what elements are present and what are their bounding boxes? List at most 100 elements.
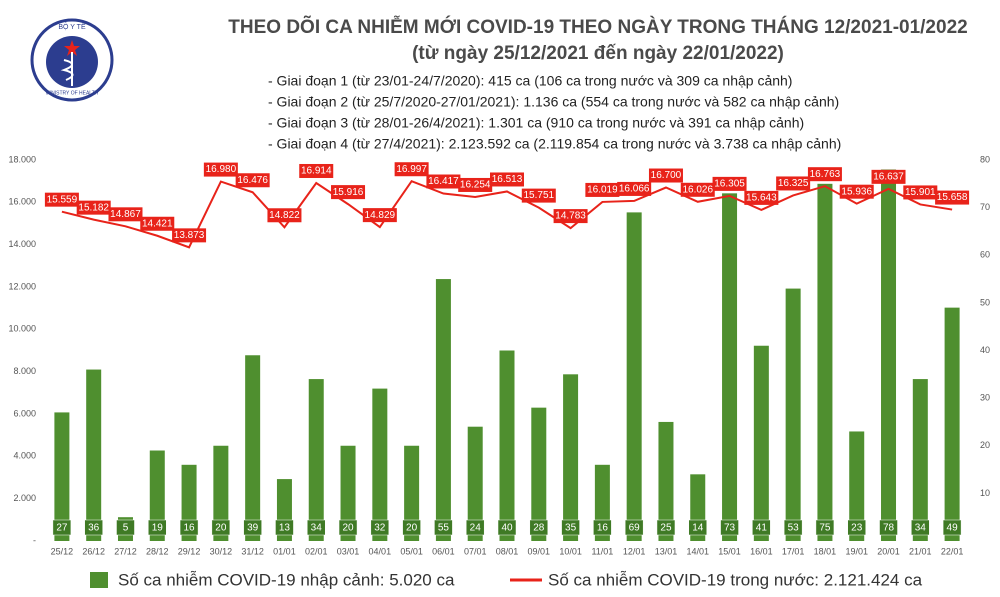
x-tick-label: 31/12 [241, 546, 264, 556]
line-label: 14.822 [269, 210, 300, 221]
note: - Giai đoạn 4 (từ 27/4/2021): 2.123.592 … [268, 136, 841, 152]
x-tick-label: 08/01 [496, 546, 519, 556]
bar [944, 307, 960, 541]
x-tick-label: 05/01 [400, 546, 423, 556]
y2-tick-label: 60 [980, 250, 990, 260]
bar-label: 49 [947, 523, 959, 534]
bar-label-box [211, 519, 231, 536]
bar-label-box [561, 519, 580, 536]
logo-bottom: MINISTRY OF HEALTH [46, 90, 99, 96]
bar-label: 34 [915, 523, 927, 534]
bar-label: 36 [88, 523, 100, 534]
bar [658, 421, 674, 541]
line-label: 15.559 [47, 194, 78, 205]
line-label-box [680, 182, 715, 197]
line-label-box [490, 172, 524, 187]
bar-label: 23 [851, 523, 863, 534]
bar-label: 39 [247, 523, 259, 534]
bar-label: 73 [724, 523, 736, 534]
y-tick-label: 8.000 [13, 366, 36, 376]
bar-label-box [306, 519, 326, 536]
line-label-box [331, 185, 366, 200]
line-label: 15.182 [78, 202, 109, 213]
bar-label-box [847, 519, 866, 536]
bar [308, 379, 324, 541]
bar [404, 445, 420, 541]
bar-label: 35 [565, 523, 577, 534]
chart-subtitle: (từ ngày 25/12/2021 đến ngày 22/01/2022) [412, 43, 784, 64]
x-tick-label: 29/12 [178, 546, 201, 556]
line-label: 15.658 [937, 192, 968, 203]
line-label: 16.305 [714, 179, 745, 190]
line-label: 14.783 [555, 211, 586, 222]
logo-top: BỘ Y TẾ [58, 21, 86, 31]
bar-label-box [879, 519, 898, 536]
y-tick-label: 12.000 [8, 281, 36, 291]
bar-label: 78 [883, 523, 895, 534]
bar-label: 28 [533, 523, 545, 534]
line-label-box [521, 188, 556, 203]
y2-tick-label: 50 [980, 297, 990, 307]
x-tick-label: 16/01 [750, 546, 773, 556]
bar-label-box [783, 519, 803, 536]
y-tick-label: 2.000 [13, 493, 36, 503]
bar-label-box [465, 519, 485, 536]
bar-label: 27 [56, 523, 68, 534]
bar [785, 288, 801, 541]
y2-tick-label: 80 [980, 154, 990, 164]
bar [435, 279, 451, 541]
line-label-box [426, 174, 461, 189]
line-label: 15.916 [333, 187, 364, 198]
x-tick-label: 26/12 [82, 546, 105, 556]
line-label-box [712, 176, 747, 191]
x-tick-label: 18/01 [814, 546, 837, 556]
bar-label-box [497, 519, 517, 536]
bar-label: 41 [756, 523, 768, 534]
line-label: 15.643 [746, 193, 777, 204]
bar-label-box [179, 519, 199, 536]
bar-label-box [338, 519, 358, 536]
y2-tick-label: 30 [980, 393, 990, 403]
logo: BỘ Y TẾ MINISTRY OF HEALTH [30, 18, 114, 102]
note: - Giai đoạn 2 (từ 25/7/2020-27/01/2021):… [268, 94, 839, 110]
line-label-box [203, 162, 238, 177]
x-tick-label: 11/01 [591, 546, 613, 556]
bar-label-box [656, 519, 676, 536]
line-label: 16.019 [587, 185, 618, 196]
chart-title: THEO DÕI CA NHIỄM MỚI COVID-19 THEO NGÀY… [228, 16, 967, 38]
x-tick-label: 17/01 [782, 546, 805, 556]
bar-label-box [593, 519, 612, 536]
line-label: 16.026 [682, 184, 713, 195]
y-tick-label: - [33, 535, 36, 545]
bar [722, 193, 738, 541]
line-label-box [44, 192, 79, 207]
line-label-box [394, 162, 429, 177]
bar-label-box [688, 519, 708, 536]
bar-label: 16 [184, 523, 196, 534]
bar-label-box [243, 519, 262, 536]
line-label-box [839, 184, 874, 199]
x-tick-label: 21/01 [909, 546, 932, 556]
line-label-box [299, 163, 334, 178]
line-label-box [108, 207, 143, 222]
x-tick-label: 19/01 [845, 546, 868, 556]
x-tick-label: 10/01 [559, 546, 582, 556]
line-label-box [235, 173, 270, 188]
line-label: 16.980 [206, 164, 237, 175]
line-label: 15.751 [523, 190, 554, 201]
bar [881, 169, 897, 541]
note: - Giai đoạn 3 (từ 28/01-26/4/2021): 1.30… [268, 115, 804, 131]
bar [499, 350, 515, 541]
bar-label-box [52, 519, 72, 536]
line-label: 16.476 [237, 175, 268, 186]
x-tick-label: 28/12 [146, 546, 169, 556]
bar-label-box [148, 519, 167, 536]
bar [54, 412, 70, 541]
line-label-box [744, 190, 779, 205]
y-tick-label: 6.000 [13, 408, 36, 418]
x-tick-label: 27/12 [114, 546, 137, 556]
x-tick-label: 15/01 [718, 546, 741, 556]
logo-snake [60, 59, 74, 81]
bar [86, 369, 102, 541]
